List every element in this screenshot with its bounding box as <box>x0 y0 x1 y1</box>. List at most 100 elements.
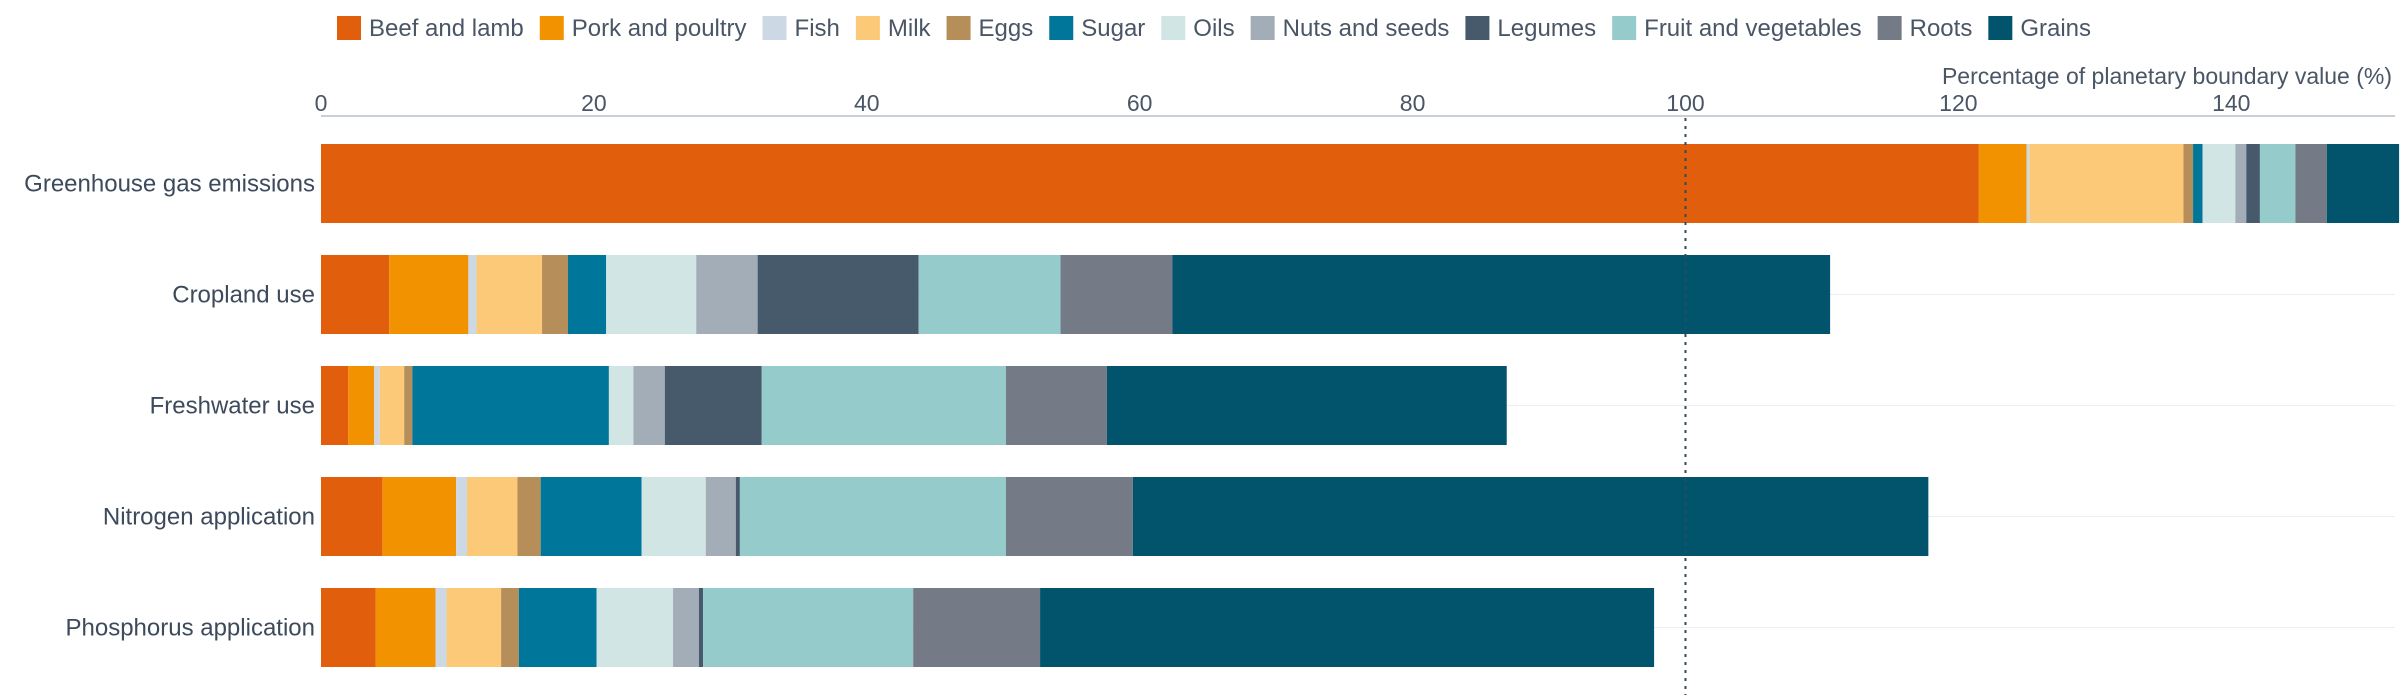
category-label-cropland-use: Cropland use <box>172 282 315 309</box>
legend-label-nuts-and-seeds: Nuts and seeds <box>1283 15 1450 42</box>
bar-segment-beef-and-lamb-nitrogen-application <box>321 477 383 556</box>
x-tick-label: 60 <box>1127 90 1153 116</box>
legend-label-legumes: Legumes <box>1497 15 1596 42</box>
bar-segment-oils-greenhouse-gas-emissions <box>2202 144 2236 223</box>
bar-segment-oils-cropland-use <box>606 255 697 334</box>
bar-segment-pork-and-poultry-freshwater-use <box>348 366 375 445</box>
bar-segment-grains-phosphorus-application <box>1040 588 1655 667</box>
bar-segment-fruit-and-vegetables-freshwater-use <box>761 366 1006 445</box>
legend-swatch-milk <box>855 16 880 40</box>
category-label-nitrogen-application: Nitrogen application <box>103 504 315 531</box>
bar-segment-sugar-cropland-use <box>567 255 607 334</box>
legend-label-milk: Milk <box>888 15 932 42</box>
legend-swatch-fruit-and-vegetables <box>1612 16 1637 40</box>
bar-segment-beef-and-lamb-cropland-use <box>321 255 390 334</box>
bar-segment-roots-nitrogen-application <box>1005 477 1133 556</box>
legend-label-roots: Roots <box>1910 15 1973 42</box>
bar-segment-eggs-greenhouse-gas-emissions <box>2183 144 2194 223</box>
bar-segment-legumes-cropland-use <box>757 255 919 334</box>
legend-label-eggs: Eggs <box>979 15 1034 42</box>
bar-segment-sugar-greenhouse-gas-emissions <box>2193 144 2203 223</box>
bar-segment-grains-greenhouse-gas-emissions <box>2326 144 2400 223</box>
bar-segment-eggs-phosphorus-application <box>501 588 519 667</box>
bar-segment-pork-and-poultry-nitrogen-application <box>382 477 457 556</box>
bar-segment-pork-and-poultry-greenhouse-gas-emissions <box>1978 144 2027 223</box>
legend-label-grains: Grains <box>2020 15 2091 42</box>
bar-segment-milk-cropland-use <box>476 255 543 334</box>
bar-segment-sugar-freshwater-use <box>412 366 609 445</box>
bar-segment-fish-nitrogen-application <box>456 477 467 556</box>
x-axis-title: Percentage of planetary boundary value (… <box>1942 63 2392 89</box>
bar-segment-fish-greenhouse-gas-emissions <box>2026 144 2030 223</box>
x-tick-label: 0 <box>315 90 328 116</box>
category-label-phosphorus-application: Phosphorus application <box>65 615 315 642</box>
bar-segment-legumes-phosphorus-application <box>698 588 704 667</box>
bar-segment-roots-greenhouse-gas-emissions <box>2295 144 2327 223</box>
legend-label-beef-and-lamb: Beef and lamb <box>369 15 524 42</box>
bar-segment-roots-cropland-use <box>1060 255 1173 334</box>
bar-segment-roots-phosphorus-application <box>913 588 1041 667</box>
category-label-greenhouse-gas-emissions: Greenhouse gas emissions <box>24 171 315 198</box>
bar-segment-milk-nitrogen-application <box>466 477 518 556</box>
bar-segment-fruit-and-vegetables-greenhouse-gas-emissions <box>2259 144 2296 223</box>
legend-label-pork-and-poultry: Pork and poultry <box>572 15 747 42</box>
bar-segment-beef-and-lamb-greenhouse-gas-emissions <box>321 144 1979 223</box>
row-gridlines <box>321 294 2395 628</box>
bar-segment-roots-freshwater-use <box>1005 366 1107 445</box>
legend-swatch-pork-and-poultry <box>539 16 564 40</box>
bar-segment-fruit-and-vegetables-nitrogen-application <box>739 477 1006 556</box>
legend-swatch-legumes <box>1465 16 1490 40</box>
legend-swatch-oils <box>1161 16 1186 40</box>
bar-segment-nuts-and-seeds-freshwater-use <box>633 366 665 445</box>
bar-segment-legumes-greenhouse-gas-emissions <box>2246 144 2260 223</box>
legend-label-sugar: Sugar <box>1081 15 1145 42</box>
bar-segment-pork-and-poultry-phosphorus-application <box>375 588 436 667</box>
category-label-freshwater-use: Freshwater use <box>150 393 315 420</box>
legend-label-fruit-and-vegetables: Fruit and vegetables <box>1644 15 1861 42</box>
bar-segment-grains-cropland-use <box>1172 255 1831 334</box>
bar-segment-legumes-nitrogen-application <box>735 477 740 556</box>
bar-segment-beef-and-lamb-freshwater-use <box>321 366 349 445</box>
bar-segment-nuts-and-seeds-cropland-use <box>696 255 758 334</box>
bar-segment-milk-phosphorus-application <box>446 588 502 667</box>
legend-swatch-beef-and-lamb <box>337 16 361 40</box>
legend-swatch-eggs <box>946 16 971 40</box>
bars <box>321 144 2400 667</box>
bar-segment-grains-nitrogen-application <box>1132 477 1929 556</box>
x-tick-label: 120 <box>1939 90 1977 116</box>
bar-segment-nuts-and-seeds-phosphorus-application <box>673 588 699 667</box>
bar-segment-oils-phosphorus-application <box>596 588 674 667</box>
bar-segment-pork-and-poultry-cropland-use <box>389 255 469 334</box>
bar-segment-milk-freshwater-use <box>379 366 405 445</box>
bar-segment-fish-freshwater-use <box>374 366 380 445</box>
legend-swatch-nuts-and-seeds <box>1250 16 1275 40</box>
x-tick-label: 100 <box>1666 90 1704 116</box>
bar-segment-eggs-cropland-use <box>542 255 568 334</box>
bar-segment-oils-nitrogen-application <box>641 477 706 556</box>
bar-segment-nuts-and-seeds-nitrogen-application <box>705 477 736 556</box>
bar-segment-fish-phosphorus-application <box>435 588 447 667</box>
x-tick-label: 80 <box>1400 90 1426 116</box>
bar-segment-legumes-freshwater-use <box>664 366 762 445</box>
legend-swatch-sugar <box>1049 16 1074 40</box>
x-tick-label: 40 <box>854 90 880 116</box>
x-axis: 0 20 40 60 80 100 120 140 <box>315 90 2395 117</box>
legend: Beef and lamb Pork and poultry Fish Milk Egg… <box>337 15 2091 42</box>
bar-segment-oils-freshwater-use <box>608 366 634 445</box>
bar-segment-fish-cropland-use <box>468 255 477 334</box>
bar-segment-milk-greenhouse-gas-emissions <box>2029 144 2184 223</box>
bar-segment-fruit-and-vegetables-cropland-use <box>918 255 1061 334</box>
bar-segment-beef-and-lamb-phosphorus-application <box>321 588 376 667</box>
legend-swatch-fish <box>762 16 787 40</box>
legend-label-oils: Oils <box>1193 15 1234 42</box>
category-labels: Greenhouse gas emissions Cropland use Fres… <box>24 171 315 642</box>
bar-segment-sugar-phosphorus-application <box>518 588 597 667</box>
bar-segment-sugar-nitrogen-application <box>540 477 642 556</box>
bar-segment-fruit-and-vegetables-phosphorus-application <box>703 588 914 667</box>
legend-swatch-grains <box>1988 16 2013 40</box>
legend-swatch-roots <box>1877 16 1902 40</box>
x-tick-label: 20 <box>581 90 607 116</box>
bar-segment-nuts-and-seeds-greenhouse-gas-emissions <box>2235 144 2247 223</box>
bar-segment-grains-freshwater-use <box>1106 366 1507 445</box>
